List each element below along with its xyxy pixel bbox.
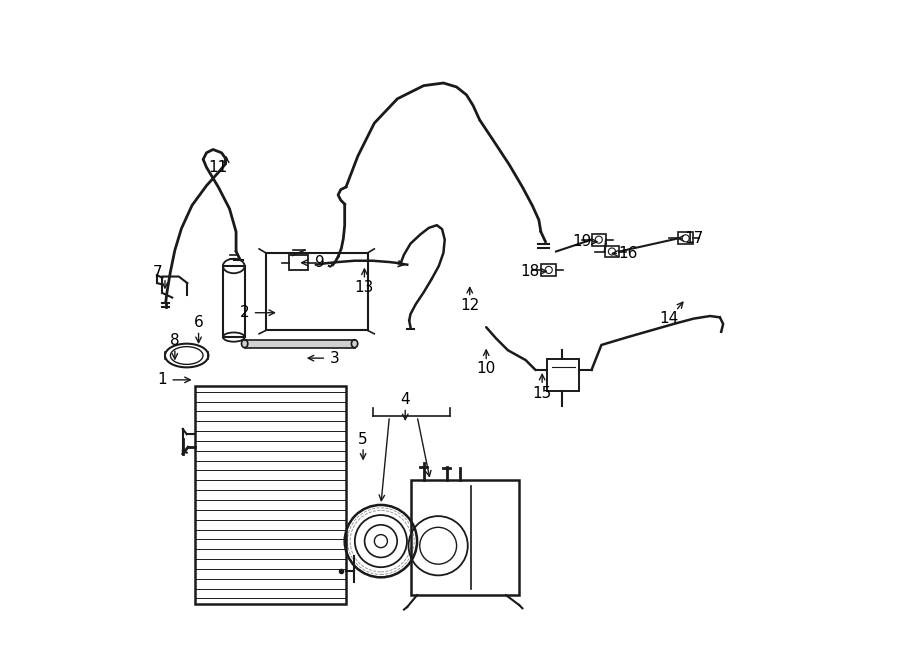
Ellipse shape <box>351 340 357 348</box>
Bar <box>245 340 355 348</box>
Text: 7: 7 <box>152 265 162 280</box>
Text: 11: 11 <box>209 160 228 175</box>
Text: 12: 12 <box>460 298 480 313</box>
Text: 9: 9 <box>316 255 325 270</box>
Text: 4: 4 <box>400 392 410 407</box>
Text: 6: 6 <box>194 315 203 330</box>
Text: 16: 16 <box>618 246 637 261</box>
Bar <box>679 233 693 245</box>
Bar <box>266 253 368 330</box>
Text: 19: 19 <box>572 234 591 249</box>
Text: 2: 2 <box>239 305 249 320</box>
Bar <box>542 264 556 276</box>
Text: 3: 3 <box>330 350 339 366</box>
Text: 8: 8 <box>170 333 180 348</box>
Bar <box>194 387 346 603</box>
Text: 10: 10 <box>477 361 496 376</box>
Text: 15: 15 <box>533 385 552 401</box>
Text: 5: 5 <box>358 432 368 447</box>
Text: 17: 17 <box>684 231 703 246</box>
Text: 18: 18 <box>521 264 540 279</box>
Text: 13: 13 <box>355 280 374 295</box>
Bar <box>223 266 245 337</box>
Bar <box>410 480 519 595</box>
Ellipse shape <box>241 340 248 348</box>
Bar <box>547 360 579 391</box>
Text: 1: 1 <box>157 372 166 387</box>
Bar <box>289 255 309 270</box>
Text: 14: 14 <box>659 311 679 326</box>
Bar <box>605 246 619 257</box>
Bar <box>591 234 606 246</box>
